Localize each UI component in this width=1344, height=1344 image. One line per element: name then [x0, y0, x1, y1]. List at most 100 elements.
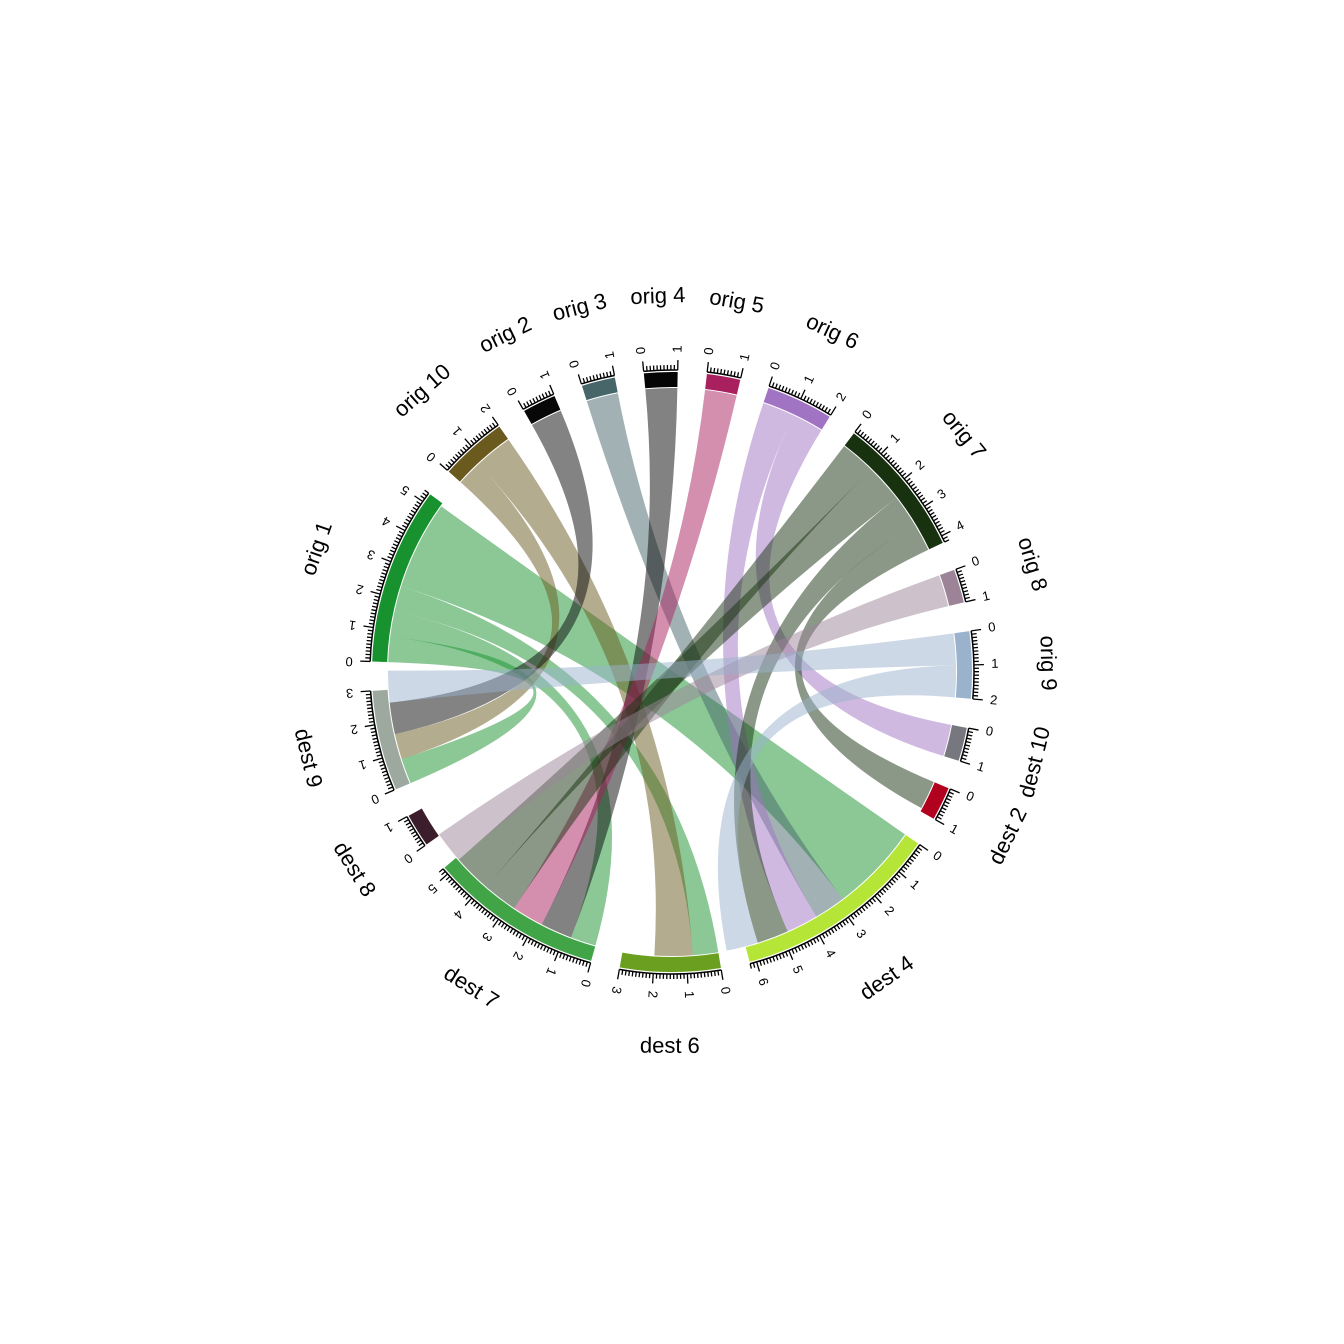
minor-tick-dest-4: [866, 902, 871, 907]
tick-label-orig-9: 2: [990, 692, 999, 708]
tick-label-dest-6: 2: [645, 990, 660, 998]
tick-label-orig-7: 2: [912, 457, 927, 473]
minor-tick-orig-7: [918, 494, 924, 499]
minor-tick-dest-4: [844, 918, 849, 924]
tick-label-dest-8: 0: [401, 850, 416, 866]
link-orig-3-to-dest-4: [586, 393, 843, 917]
minor-tick-dest-4: [881, 888, 887, 893]
minor-tick-dest-7: [530, 940, 535, 946]
sector-arc-dest-7: [444, 857, 596, 961]
minor-tick-dest-2: [943, 803, 949, 808]
tick-label-orig-1: 0: [345, 654, 353, 669]
minor-tick-dest-4: [889, 881, 894, 886]
tick-label-orig-7: 1: [887, 430, 903, 446]
major-tick-orig-7: [924, 500, 934, 507]
major-tick-orig-3: [577, 374, 582, 385]
major-tick-orig-5: [706, 362, 709, 373]
minor-tick-dest-4: [752, 962, 756, 968]
major-tick-dest-9: [384, 789, 395, 795]
minor-tick-orig-7: [938, 526, 944, 531]
minor-tick-dest-4: [902, 865, 908, 871]
minor-tick-orig-7: [859, 431, 865, 437]
minor-tick-dest-4: [794, 947, 798, 953]
minor-tick-orig-9: [971, 636, 978, 639]
minor-tick-orig-1: [392, 543, 398, 547]
minor-tick-dest-7: [506, 926, 511, 932]
sector-label-dest-9: dest 9: [290, 726, 328, 790]
tick-label-orig-1: 1: [348, 618, 357, 634]
minor-tick-dest-4: [809, 940, 814, 946]
minor-tick-orig-1: [371, 605, 378, 608]
major-tick-dest-7: [553, 951, 559, 962]
major-tick-orig-9: [971, 628, 982, 632]
tick-label-dest-9: 1: [357, 757, 368, 773]
minor-tick-dest-7: [452, 883, 458, 888]
minor-tick-orig-7: [936, 523, 942, 528]
tick-label-dest-10: 1: [975, 758, 986, 774]
tick-label-dest-9: 2: [349, 722, 359, 738]
major-tick-dest-4: [919, 844, 929, 851]
sector-label-orig-2: orig 2: [475, 311, 535, 358]
axis-line-orig-9: [970, 630, 975, 700]
minor-tick-orig-3: [582, 377, 586, 384]
minor-tick-orig-1: [395, 537, 401, 541]
minor-tick-dest-6: [635, 971, 637, 977]
link-orig-1-to-dest-7: [390, 611, 613, 946]
sector-label-dest-8: dest 8: [328, 837, 381, 901]
major-tick-orig-1: [414, 495, 424, 503]
minor-tick-dest-4: [836, 924, 841, 930]
tick-label-dest-10: 0: [985, 723, 995, 739]
sector-arc-orig-10: [448, 426, 508, 482]
minor-tick-dest-10: [964, 747, 970, 751]
minor-tick-orig-7: [908, 480, 913, 485]
major-tick-dest-8: [397, 816, 408, 823]
sector-label-orig-7: orig 7: [937, 405, 991, 463]
minor-tick-dest-4: [900, 868, 906, 873]
tick-label-dest-7: 5: [425, 881, 440, 897]
minor-tick-orig-6: [774, 383, 778, 389]
major-tick-orig-7: [880, 446, 889, 455]
major-tick-dest-6: [616, 969, 621, 980]
minor-tick-dest-4: [886, 883, 892, 888]
major-tick-dest-4: [818, 935, 825, 945]
minor-tick-dest-4: [759, 960, 763, 966]
minor-tick-orig-9: [972, 639, 978, 642]
link-orig-8-to-dest-7: [438, 575, 949, 860]
minor-tick-dest-4: [876, 893, 882, 898]
minor-tick-dest-7: [478, 906, 483, 912]
minor-tick-dest-4: [785, 951, 789, 957]
minor-tick-orig-2: [529, 399, 533, 405]
sector-label-dest-10: dest 10: [1013, 724, 1055, 800]
minor-tick-dest-4: [749, 963, 753, 969]
minor-tick-dest-7: [559, 952, 563, 958]
tick-label-dest-7: 4: [451, 907, 467, 922]
tick-label-dest-9: 3: [346, 686, 354, 701]
minor-tick-orig-1: [394, 540, 400, 544]
minor-tick-orig-2: [526, 401, 530, 407]
minor-tick-dest-6: [631, 971, 634, 977]
minor-tick-dest-6: [717, 970, 720, 976]
tick-label-dest-9: 0: [369, 791, 382, 808]
tick-label-orig-6: 2: [833, 390, 850, 404]
minor-tick-orig-10: [489, 424, 494, 430]
tick-label-dest-6: 1: [682, 991, 697, 999]
major-tick-dest-6: [686, 973, 689, 984]
minor-tick-orig-8: [959, 576, 965, 580]
minor-tick-dest-4: [853, 912, 858, 918]
minor-tick-orig-6: [821, 405, 825, 411]
minor-tick-orig-1: [402, 524, 408, 529]
minor-tick-orig-5: [720, 368, 723, 375]
minor-tick-orig-8: [962, 586, 968, 590]
minor-tick-orig-1: [410, 509, 416, 514]
minor-tick-orig-7: [929, 511, 935, 516]
minor-tick-orig-1: [368, 622, 374, 625]
minor-tick-orig-10: [480, 430, 486, 436]
minor-tick-orig-1: [381, 572, 387, 576]
minor-tick-orig-7: [934, 520, 940, 525]
minor-tick-orig-3: [609, 371, 612, 377]
tick-label-orig-6: 0: [767, 360, 784, 372]
major-tick-dest-6: [651, 973, 654, 984]
minor-tick-dest-7: [518, 933, 523, 939]
minor-tick-dest-9: [375, 750, 381, 754]
minor-tick-dest-7: [509, 928, 514, 934]
